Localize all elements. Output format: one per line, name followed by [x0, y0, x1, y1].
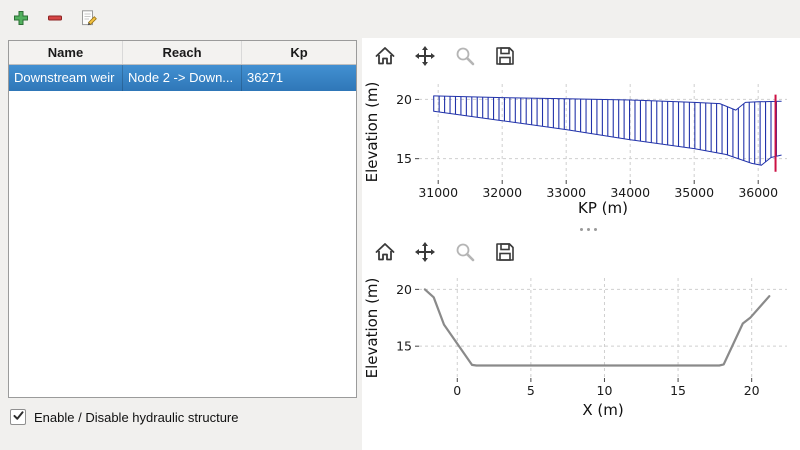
kp-profile-chart: 31000 32000 33000 34000 35000 36000 15 20 KP (m)… [364, 78, 799, 218]
svg-text:35000: 35000 [674, 185, 714, 200]
column-header-kp[interactable]: Kp [290, 45, 308, 60]
home-button[interactable] [372, 44, 398, 70]
svg-text:0: 0 [453, 383, 461, 398]
pan-icon [414, 241, 436, 266]
svg-text:15: 15 [396, 339, 412, 354]
splitter-grip-icon [579, 227, 583, 231]
enable-structure-checkbox-row: Enable / Disable hydraulic structure [10, 406, 239, 428]
edit-icon [80, 9, 98, 30]
cross-section-toolbar [372, 240, 518, 266]
svg-text:5: 5 [527, 383, 535, 398]
pan-icon [414, 45, 436, 70]
svg-text:33000: 33000 [546, 185, 586, 200]
enable-structure-checkbox[interactable] [10, 409, 26, 425]
svg-text:15: 15 [396, 151, 412, 166]
kp-profile-panel: 31000 32000 33000 34000 35000 36000 15 20 KP (m)… [362, 38, 800, 224]
checkmark-icon [12, 409, 25, 425]
panel-splitter[interactable] [362, 224, 800, 234]
pan-button[interactable] [412, 44, 438, 70]
svg-text:32000: 32000 [482, 185, 522, 200]
cell-structure-kp: 36271 [247, 70, 284, 85]
home-icon [374, 45, 396, 70]
save-button[interactable] [492, 44, 518, 70]
enable-structure-checkbox-label: Enable / Disable hydraulic structure [34, 409, 239, 425]
remove-structure-button[interactable] [42, 7, 67, 32]
zoom-button[interactable] [452, 44, 478, 70]
svg-text:34000: 34000 [610, 185, 650, 200]
cross-section-panel: 0 5 10 15 20 15 20 X (m) Elevation (m) [362, 234, 800, 450]
home-icon [374, 241, 396, 266]
structures-table: Name Reach Kp Downstream weir Node 2 -> … [8, 40, 357, 398]
svg-text:20: 20 [744, 383, 760, 398]
table-row[interactable]: Downstream weir Node 2 -> Down... 36271 [9, 65, 356, 91]
table-header: Name Reach Kp [9, 41, 356, 65]
svg-text:20: 20 [396, 92, 412, 107]
svg-text:Elevation (m): Elevation (m) [364, 82, 381, 183]
svg-text:31000: 31000 [418, 185, 458, 200]
cell-structure-name: Downstream weir [9, 65, 123, 91]
kp-profile-toolbar [372, 44, 518, 70]
column-header-name[interactable]: Name [9, 41, 123, 64]
zoom-icon [454, 45, 476, 70]
svg-text:36000: 36000 [738, 185, 778, 200]
add-structure-button[interactable] [8, 7, 33, 32]
pan-button[interactable] [412, 240, 438, 266]
cross-section-chart: 0 5 10 15 20 15 20 X (m) Elevation (m) [364, 270, 799, 420]
save-icon [494, 45, 516, 70]
edit-structure-button[interactable] [76, 7, 101, 32]
main-toolbar [8, 4, 101, 34]
charts-region: 31000 32000 33000 34000 35000 36000 15 20 KP (m)… [362, 38, 800, 450]
save-button[interactable] [492, 240, 518, 266]
svg-text:KP (m): KP (m) [578, 199, 628, 217]
column-header-reach[interactable]: Reach [123, 41, 242, 64]
plus-icon [12, 9, 30, 30]
svg-text:Elevation (m): Elevation (m) [364, 278, 381, 379]
zoom-button[interactable] [452, 240, 478, 266]
svg-text:X (m): X (m) [582, 401, 623, 419]
svg-text:10: 10 [597, 383, 613, 398]
svg-text:20: 20 [396, 282, 412, 297]
home-button[interactable] [372, 240, 398, 266]
zoom-icon [454, 241, 476, 266]
cell-structure-reach: Node 2 -> Down... [123, 65, 242, 91]
svg-text:15: 15 [670, 383, 686, 398]
save-icon [494, 241, 516, 266]
minus-icon [46, 9, 64, 30]
